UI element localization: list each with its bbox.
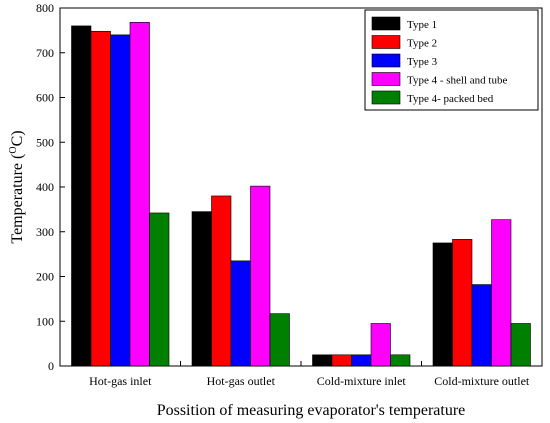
x-tick-label: Cold-mixture outlet <box>434 374 530 388</box>
legend-label: Type 1 <box>407 19 437 31</box>
bar <box>432 242 453 367</box>
legend: Type 1 Type 2 Type 3 Type 4 - shell and tub… <box>364 9 539 111</box>
bar <box>510 323 531 367</box>
bar <box>110 34 131 367</box>
x-tick-label: Hot-gas outlet <box>207 374 276 388</box>
legend-swatch <box>371 90 401 105</box>
legend-items: Type 1 Type 2 Type 3 Type 4 - shell and tub… <box>371 16 507 105</box>
y-axis-title: Temperature (OC) <box>8 130 26 243</box>
y-axis-title-superscript: O <box>8 146 19 153</box>
y-axis-title-part-2: C) <box>9 130 26 146</box>
bar <box>90 30 111 367</box>
legend-label: Type 3 <box>407 56 438 68</box>
y-tick-label: 800 <box>36 1 54 15</box>
bar <box>149 212 170 367</box>
bar <box>471 284 492 367</box>
x-axis-title: Possition of measuring evaporator's temp… <box>157 402 466 419</box>
y-tick-label: 600 <box>36 91 54 105</box>
bar <box>452 239 473 367</box>
x-axis: Hot-gas inlet Hot-gas outlet Cold-mixture … <box>89 361 530 388</box>
y-axis: 0 100 200 300 400 500 600 700 800 <box>36 1 65 373</box>
bar <box>191 211 212 367</box>
bar <box>312 354 333 367</box>
y-tick-label: 300 <box>36 225 54 239</box>
legend-swatch <box>371 16 401 31</box>
bars-group <box>71 22 531 367</box>
legend-label: Type 4- packed bed <box>407 93 494 105</box>
legend-swatch <box>371 53 401 68</box>
y-axis-title-part-1: Temperature ( <box>9 154 26 244</box>
bar <box>71 25 92 367</box>
legend-label: Type 2 <box>407 38 437 50</box>
y-tick-label: 0 <box>48 359 54 373</box>
bar <box>370 323 391 367</box>
bar <box>211 195 232 367</box>
bar <box>129 22 150 367</box>
bar <box>390 354 411 367</box>
bar <box>269 313 290 367</box>
x-tick-label: Hot-gas inlet <box>89 374 152 388</box>
y-tick-label: 400 <box>36 180 54 194</box>
y-tick-label: 500 <box>36 135 54 149</box>
bar <box>351 354 372 367</box>
bar <box>230 260 251 367</box>
x-tick-label: Cold-mixture inlet <box>317 374 407 388</box>
bar <box>491 219 512 367</box>
y-tick-label: 100 <box>36 314 54 328</box>
y-tick-label: 200 <box>36 270 54 284</box>
legend-label: Type 4 - shell and tube <box>407 75 507 87</box>
y-tick-label: 700 <box>36 46 54 60</box>
bar <box>331 354 352 367</box>
legend-swatch <box>371 72 401 86</box>
bar <box>250 185 271 367</box>
legend-swatch <box>371 35 401 49</box>
